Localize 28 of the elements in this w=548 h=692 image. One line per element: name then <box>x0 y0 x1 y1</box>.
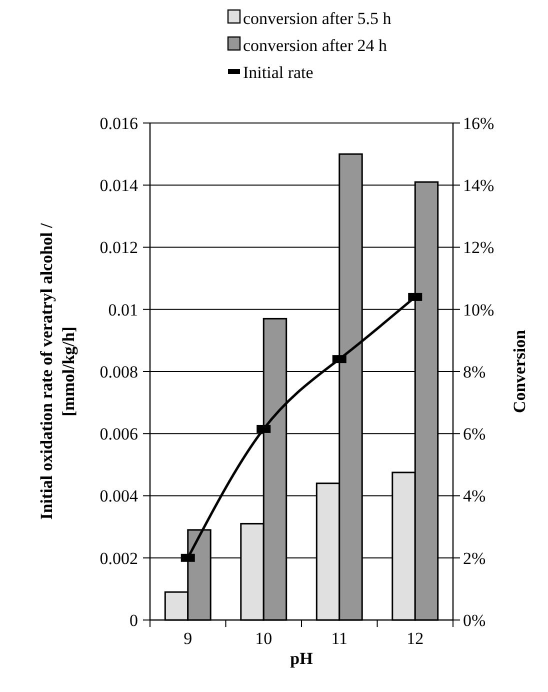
y-tick-label: 0.016 <box>100 114 138 133</box>
legend-label: conversion after 5.5 h <box>243 8 392 28</box>
y-tick-label: 0 <box>130 610 138 630</box>
y-tick-label: 0.002 <box>100 548 138 568</box>
y2-tick-label: 8% <box>463 362 486 382</box>
x-tick-label: 9 <box>184 629 192 648</box>
y2-tick-label: 14% <box>463 176 494 196</box>
legend-label: conversion after 24 h <box>243 36 388 55</box>
y2-tick-label: 2% <box>463 548 486 568</box>
y-tick-label: 0.006 <box>100 424 138 444</box>
y-tick-label: 0.004 <box>100 486 138 506</box>
y-axis-title: Initial oxidation rate of veratryl alcohol / [mmol/kg/h] <box>37 222 78 520</box>
legend-label: Initial rate <box>243 62 314 82</box>
y2-tick-label: 16% <box>463 114 494 133</box>
y2-axis-title: Conversion <box>510 329 529 414</box>
y-tick-label: 0.012 <box>100 238 138 258</box>
y2-tick-label: 12% <box>463 238 494 258</box>
y2-tick-label: 6% <box>463 424 486 444</box>
x-tick-label: 11 <box>331 629 348 648</box>
y2-tick-label: 4% <box>463 486 486 506</box>
y2-tick-label: 10% <box>463 300 494 320</box>
x-tick-label: 10 <box>255 629 272 648</box>
y2-tick-label: 0% <box>463 610 486 630</box>
y-tick-label: 0.01 <box>108 300 138 320</box>
y-tick-label: 0.014 <box>100 176 138 196</box>
x-axis-title: pH <box>290 649 313 668</box>
y-tick-label: 0.008 <box>100 362 138 382</box>
x-tick-label: 12 <box>406 629 424 648</box>
